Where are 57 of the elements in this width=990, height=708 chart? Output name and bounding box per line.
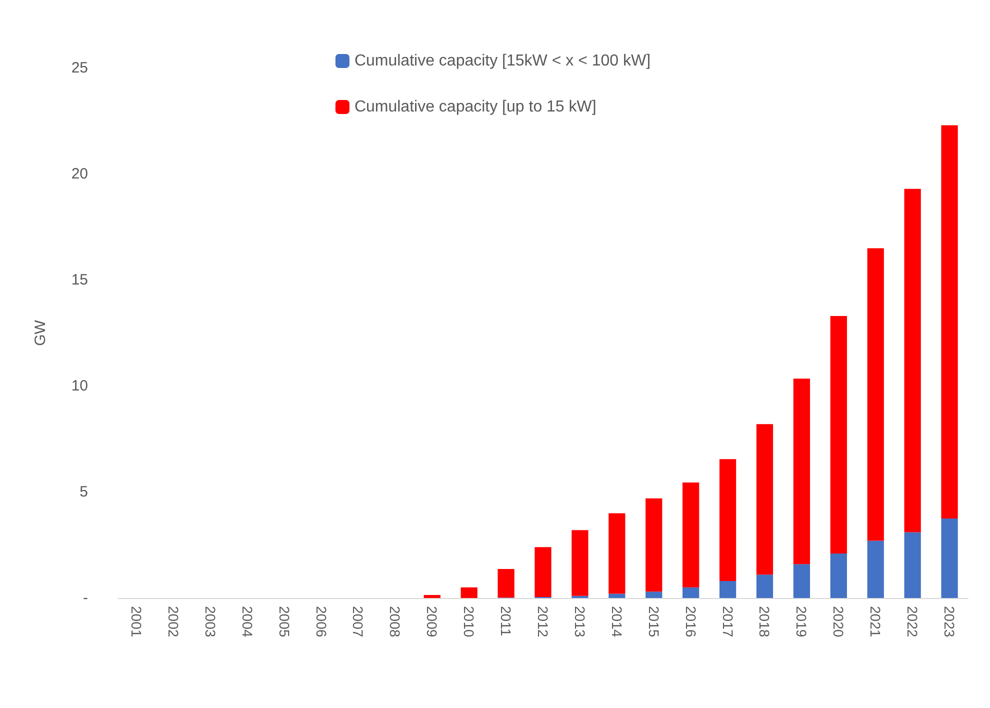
- y-tick-label: -: [83, 590, 88, 606]
- x-tick-label: 2005: [276, 606, 292, 638]
- bar: [424, 595, 440, 598]
- bar: [682, 587, 700, 598]
- bar: [830, 316, 847, 554]
- bar: [646, 592, 662, 598]
- y-tick-label: 25: [71, 60, 88, 76]
- x-tick-label: 2017: [720, 606, 736, 638]
- x-tick-label: 2018: [756, 606, 773, 638]
- x-tick-label: 2020: [830, 606, 847, 638]
- bar: [830, 553, 847, 598]
- x-tick-label: 2010: [461, 606, 478, 638]
- x-tick-label: 2006: [313, 606, 330, 638]
- bar: [793, 378, 810, 564]
- bar: [719, 581, 736, 598]
- bar: [904, 532, 921, 598]
- bar: [608, 594, 626, 598]
- bar: [904, 188, 921, 532]
- y-tick-label: 15: [71, 272, 88, 288]
- x-tick-label: 2014: [608, 606, 625, 638]
- x-tick-label: 2001: [128, 606, 144, 638]
- x-tick-label: 2004: [239, 606, 256, 638]
- x-tick-label: 2022: [904, 606, 921, 638]
- x-tick-label: 2009: [424, 606, 440, 638]
- bar: [646, 498, 662, 592]
- x-tick-label: 2019: [794, 606, 810, 638]
- y-tick-label: 20: [71, 166, 88, 182]
- legend-label: Cumulative capacity [15kW < x < 100 kW]: [354, 52, 651, 70]
- bar: [867, 540, 884, 598]
- x-tick-label: 2008: [387, 606, 404, 638]
- x-tick-label: 2007: [350, 606, 366, 638]
- bar: [867, 248, 884, 541]
- bar: [793, 564, 810, 598]
- x-tick-label: 2021: [868, 606, 884, 638]
- y-axis-title: GW: [32, 319, 49, 346]
- bar: [534, 547, 552, 597]
- x-tick-label: 2002: [165, 606, 182, 638]
- bar: [498, 568, 514, 598]
- x-tick-label: 2003: [202, 606, 218, 638]
- bar: [608, 513, 626, 594]
- x-tick-label: 2012: [535, 606, 551, 638]
- x-tick-label: 2023: [942, 606, 958, 638]
- y-tick-label: 10: [71, 378, 88, 394]
- bar: [572, 530, 588, 596]
- bar: [460, 587, 478, 598]
- bar: [941, 125, 958, 518]
- bar: [756, 574, 774, 598]
- bar: [682, 482, 700, 588]
- bar: [756, 424, 774, 575]
- x-tick-label: 2015: [646, 606, 662, 638]
- x-tick-label: 2013: [572, 606, 588, 638]
- legend-label: Cumulative capacity [up to 15 kW]: [354, 98, 596, 116]
- x-tick-label: 2011: [498, 606, 514, 636]
- x-tick-label: 2016: [682, 606, 699, 638]
- y-tick-label: 5: [80, 484, 88, 500]
- bar: [719, 459, 736, 582]
- bar: [941, 518, 958, 598]
